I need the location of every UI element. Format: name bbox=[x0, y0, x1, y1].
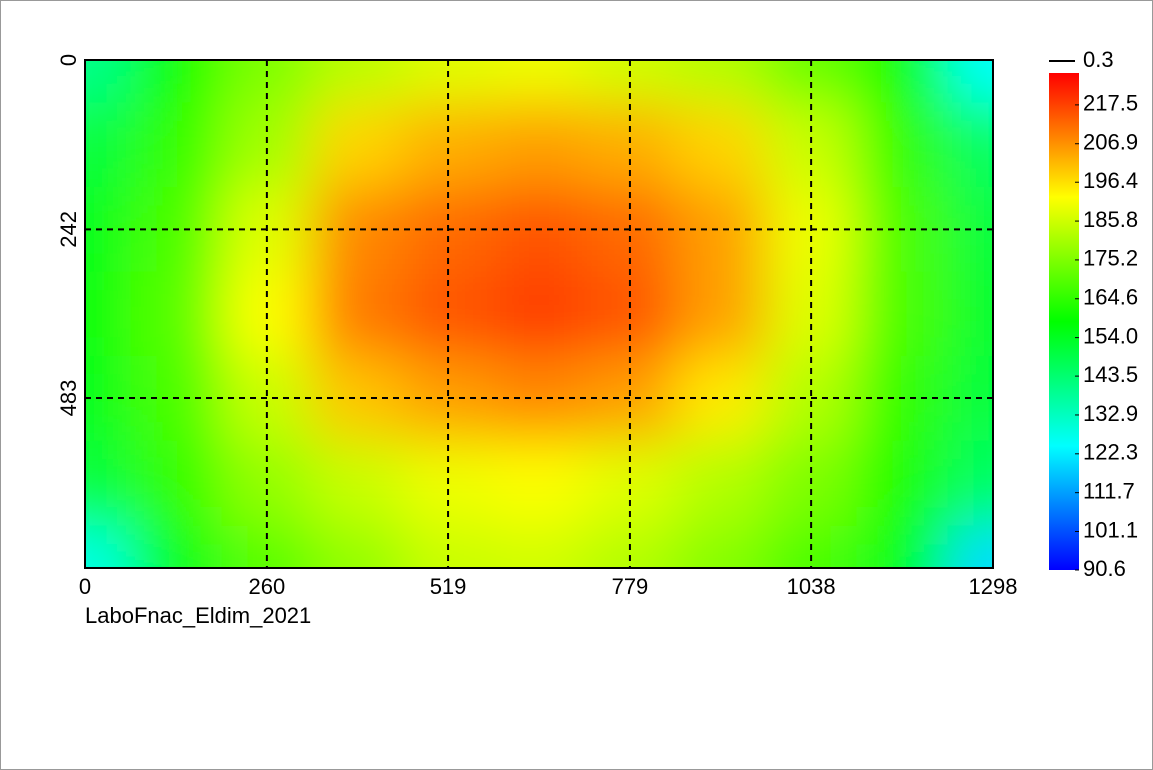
heat-cell bbox=[947, 271, 993, 357]
heat-cell bbox=[856, 271, 949, 357]
chart-title: LaboFnac_Eldim_2021 bbox=[85, 603, 311, 628]
colorbar-label: 111.7 bbox=[1083, 478, 1135, 503]
heat-cell bbox=[675, 271, 767, 357]
colorbar-label: 122.3 bbox=[1083, 440, 1138, 465]
y-tick-label: 0 bbox=[56, 54, 81, 66]
colorbar-label: 206.9 bbox=[1083, 130, 1138, 155]
x-tick-label: 779 bbox=[612, 574, 649, 599]
heat-cell bbox=[130, 60, 222, 103]
heat-cell bbox=[312, 187, 404, 273]
heat-cell bbox=[856, 440, 949, 527]
heat-cell bbox=[493, 102, 585, 188]
heat-cell bbox=[856, 60, 949, 103]
heat-cell bbox=[130, 525, 222, 568]
colorbar-label: 143.5 bbox=[1083, 362, 1138, 387]
x-tick-label: 0 bbox=[79, 574, 91, 599]
heat-cell bbox=[85, 271, 131, 357]
heat-cell bbox=[856, 102, 949, 188]
heat-cell bbox=[675, 102, 767, 188]
x-tick-label: 1038 bbox=[787, 574, 836, 599]
heat-cell bbox=[675, 440, 767, 527]
heat-cell bbox=[493, 271, 585, 357]
y-tick-label: 483 bbox=[56, 380, 81, 417]
overlay: 0 260 519 779 1038 1298 0 242 483 217.5 206.9 196.4… bbox=[56, 47, 1138, 599]
heat-cell bbox=[675, 525, 767, 568]
heat-cell bbox=[493, 525, 585, 568]
colorbar-label: 101.1 bbox=[1083, 517, 1138, 542]
heat-cell bbox=[947, 102, 993, 188]
colorbar-label: 185.8 bbox=[1083, 207, 1138, 232]
heatmap bbox=[85, 60, 993, 568]
colorbar bbox=[1049, 73, 1079, 570]
heat-cell bbox=[130, 102, 222, 188]
heat-cell bbox=[493, 440, 585, 527]
heat-cell bbox=[493, 60, 585, 103]
x-tick-label: 1298 bbox=[969, 574, 1018, 599]
heat-cell bbox=[947, 440, 993, 527]
heat-cell bbox=[312, 60, 404, 103]
colorbar-label: 132.9 bbox=[1083, 401, 1138, 426]
x-tick-label: 260 bbox=[249, 574, 286, 599]
heat-cell bbox=[312, 102, 404, 188]
heat-cell bbox=[130, 271, 222, 357]
heat-cell bbox=[312, 525, 404, 568]
x-tick-label: 519 bbox=[430, 574, 467, 599]
heat-cell bbox=[947, 525, 993, 568]
plot-border bbox=[84, 59, 994, 569]
heat-cell bbox=[947, 60, 993, 103]
heat-cell bbox=[856, 525, 949, 568]
heat-cell bbox=[85, 102, 131, 188]
colorbar-label: 164.6 bbox=[1083, 285, 1138, 310]
y-tick-label: 242 bbox=[56, 211, 81, 248]
heat-cell bbox=[312, 440, 404, 527]
grid-legend-label: 0.3 bbox=[1083, 47, 1114, 72]
colorbar-label: 217.5 bbox=[1083, 91, 1138, 116]
heat-cell bbox=[675, 187, 767, 273]
heat-cell bbox=[312, 355, 404, 442]
cells bbox=[85, 60, 993, 568]
heat-cell bbox=[85, 60, 131, 103]
heat-cell bbox=[130, 440, 222, 527]
colorbar-label: 175.2 bbox=[1083, 246, 1138, 271]
heat-cell bbox=[85, 440, 131, 527]
heat-cell bbox=[675, 355, 767, 442]
heat-cell bbox=[675, 60, 767, 103]
heat-cell bbox=[85, 525, 131, 568]
colorbar-label: 154.0 bbox=[1083, 323, 1138, 348]
heat-cell bbox=[312, 271, 404, 357]
colorbar-label: 196.4 bbox=[1083, 168, 1138, 193]
colorbar-label: 90.6 bbox=[1083, 556, 1126, 581]
